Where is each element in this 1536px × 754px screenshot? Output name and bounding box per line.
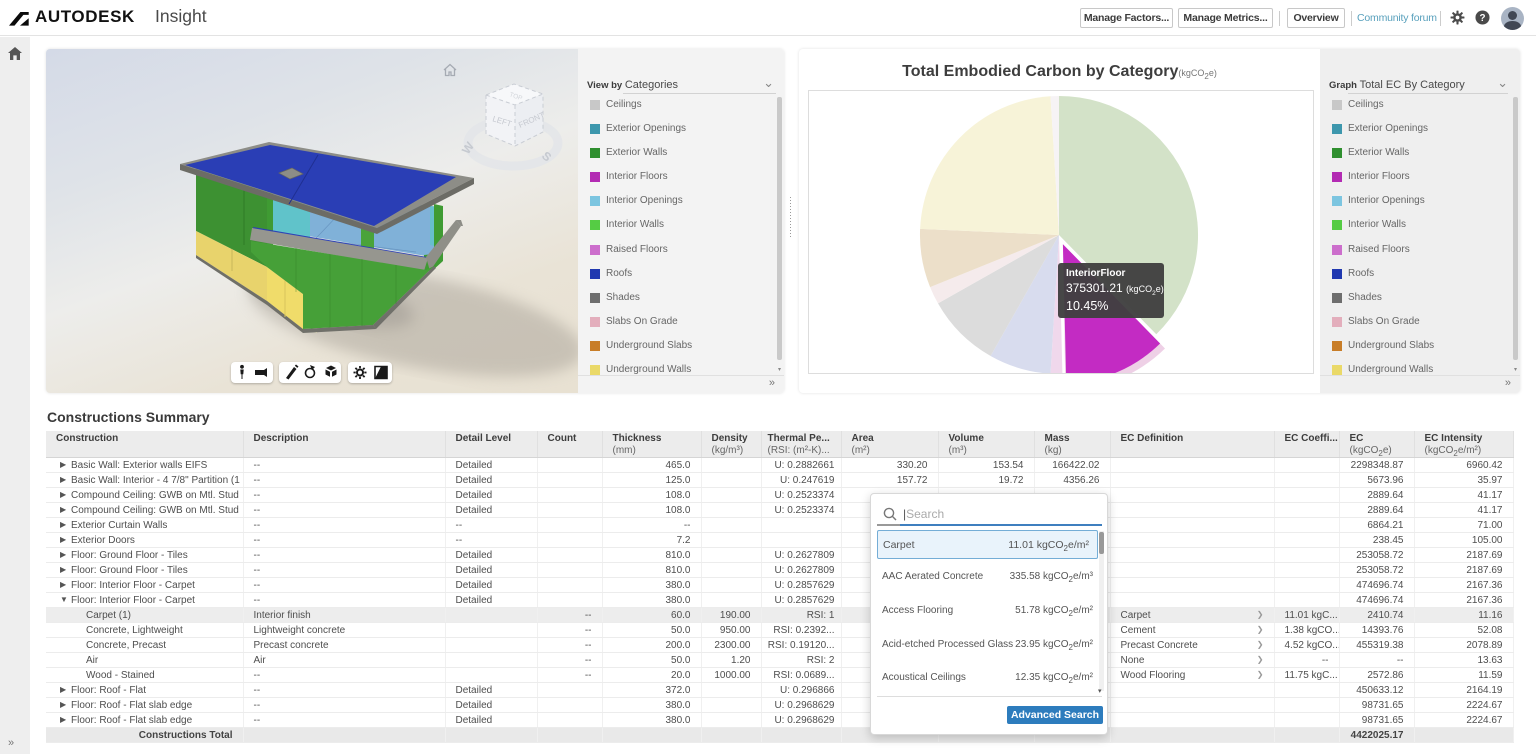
svg-text:TOP: TOP: [508, 91, 523, 102]
svg-text:?: ?: [1479, 13, 1485, 24]
